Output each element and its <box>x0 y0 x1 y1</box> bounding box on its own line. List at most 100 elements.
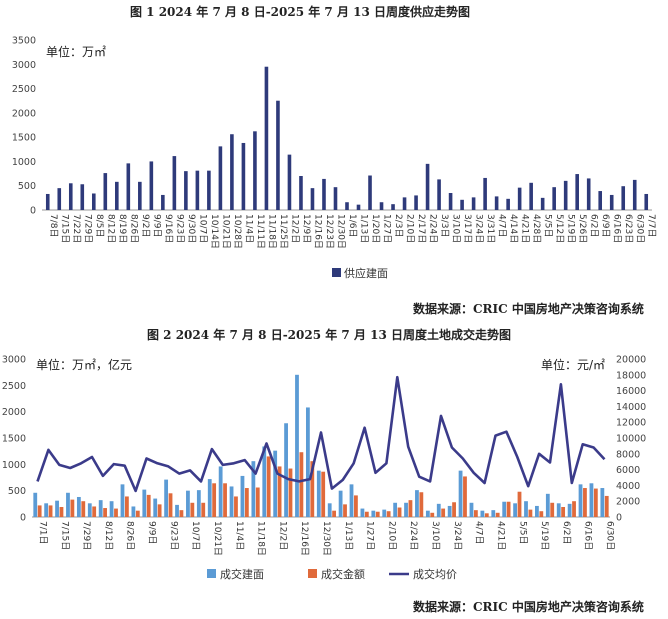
chart2-bar-area <box>458 470 463 517</box>
chart2-bar-area <box>502 501 507 517</box>
chart2-x-tick-label: 12/30日 <box>321 521 332 556</box>
chart2-x-tick-label: 1/27日 <box>365 521 376 550</box>
chart2-bar-amount <box>539 511 544 517</box>
chart2-bar-area <box>196 490 201 517</box>
chart1-x-tick-label: 9/30日 <box>186 214 197 243</box>
chart2-x-tick-label: 9/23日 <box>168 521 179 550</box>
chart2-y2-tick-label: 0 <box>616 513 622 524</box>
chart2-bar-amount <box>375 511 380 517</box>
chart1-bar <box>598 191 603 210</box>
chart1-x-tick-label: 2/3日 <box>393 214 404 238</box>
chart2-bar-amount <box>583 488 587 517</box>
chart1-bar <box>552 187 556 210</box>
chart1-bar <box>586 178 591 210</box>
chart1-bar <box>414 195 418 210</box>
chart2-bar-amount <box>146 494 151 517</box>
chart2-bar-amount <box>604 495 609 517</box>
chart2-x-tick-label: 8/26日 <box>125 521 136 550</box>
chart1-x-tick-label: 5/19日 <box>566 214 577 243</box>
chart2-y2-tick-label: 2000 <box>616 497 640 508</box>
chart1-bar <box>632 179 637 210</box>
chart2-bar-amount <box>299 452 304 517</box>
chart1-x-tick-label: 3/10日 <box>451 214 462 243</box>
chart2-bar-area <box>120 484 125 517</box>
chart2-bar-amount <box>114 508 118 517</box>
chart1-x-tick-label: 3/3日 <box>439 214 450 238</box>
chart1-bar <box>483 177 487 210</box>
chart2-bar-amount <box>81 501 86 517</box>
chart2-bar-area <box>295 374 299 517</box>
chart1-x-tick-label: 7/22日 <box>71 214 82 243</box>
chart2-unit-label-right: 单位：元/㎡ <box>541 358 606 372</box>
chart1-bar <box>241 142 246 210</box>
chart2-bar-amount <box>201 502 206 517</box>
chart2-bar-area <box>545 493 550 517</box>
chart2-bar-area <box>273 450 278 517</box>
chart1-x-tick-label: 9/16日 <box>163 214 174 243</box>
chart1-y-tick-label: 0 <box>30 206 36 217</box>
chart2-bar-amount <box>321 471 326 517</box>
chart1-bar <box>575 174 579 210</box>
chart2-bar-area <box>44 503 49 517</box>
chart1-x-tick-label: 11/4日 <box>243 214 254 243</box>
chart2-bar-amount <box>332 510 337 517</box>
chart2-bar-area <box>186 490 190 517</box>
chart2-bar-amount <box>255 487 260 517</box>
chart2-bar-amount <box>517 491 522 517</box>
chart1-bar <box>68 183 73 210</box>
chart1-x-tick-label: 5/26日 <box>577 214 588 243</box>
chart2-bar-area <box>382 509 387 517</box>
chart1-x-tick-label: 9/23日 <box>174 214 185 243</box>
chart2-legend-label: 成交建面 <box>220 567 264 581</box>
chart1-x-tick-label: 7/29日 <box>82 214 93 243</box>
chart2-bar-amount <box>473 510 478 517</box>
chart1-x-tick-label: 6/16日 <box>612 214 623 243</box>
chart2-bar-area <box>491 510 496 517</box>
chart2-bar-amount <box>212 483 217 517</box>
chart2-bar-amount <box>59 506 64 517</box>
chart1-y-tick-label: 2000 <box>12 108 36 119</box>
chart1-x-tick-label: 1/20日 <box>370 214 381 243</box>
chart2-bar-area <box>513 503 518 517</box>
chart2-bar-area <box>480 510 485 517</box>
chart2-bar-amount <box>550 502 555 517</box>
chart1-bar <box>103 173 108 210</box>
chart1-x-tick-label: 4/14日 <box>508 214 519 243</box>
chart1-title: 图 1 2024 年 7 月 8 日-2025 年 7 月 13 日周度供应走势… <box>130 5 471 19</box>
chart2-x-tick-label: 5/19日 <box>539 521 550 550</box>
chart1-bar <box>115 181 119 210</box>
chart1-bar <box>506 198 510 210</box>
chart2-x-tick-label: 10/7日 <box>190 521 201 550</box>
chart2-unit-label-left: 单位：万㎡，亿元 <box>36 358 133 372</box>
chart2-bar-amount <box>135 510 140 517</box>
chart2-bar-amount <box>441 508 446 517</box>
chart1-x-tick-label: 2/24日 <box>428 214 439 243</box>
chart1-bar <box>494 196 499 210</box>
chart2-x-tick-label: 11/18日 <box>256 521 267 556</box>
chart1-x-tick-label: 2/10日 <box>405 214 416 243</box>
chart2-legend-swatch <box>308 569 317 578</box>
chart2-x-tick-label: 2/24日 <box>408 521 419 550</box>
chart2-x-tick-label: 12/2日 <box>277 521 288 550</box>
chart2-bar-area <box>66 492 70 517</box>
chart1-x-tick-label: 1/6日 <box>347 214 358 238</box>
chart2-bar-amount <box>168 493 173 517</box>
chart1-bar <box>149 161 154 210</box>
chart2-bar-amount <box>103 508 107 517</box>
chart2-bar-area <box>153 498 158 517</box>
chart2-bar-area <box>404 502 408 517</box>
chart1-x-tick-label: 6/30日 <box>635 214 646 243</box>
chart2-y2-tick-label: 12000 <box>616 418 646 429</box>
chart2-bar-area <box>371 510 376 517</box>
chart1-x-tick-label: 10/28日 <box>232 214 243 249</box>
chart1-bar <box>287 154 292 210</box>
chart1-bar <box>391 204 395 210</box>
chart2-bar-area <box>98 500 103 517</box>
chart1-y-tick-label: 500 <box>18 181 36 192</box>
chart2-bar-amount <box>495 512 500 517</box>
chart1-bar <box>563 180 568 210</box>
chart1-bar <box>91 193 96 210</box>
chart2-y-tick-label: 2000 <box>2 407 26 418</box>
chart2-x-tick-label: 5/5日 <box>517 521 528 545</box>
chart1-x-tick-label: 11/11日 <box>255 214 266 249</box>
